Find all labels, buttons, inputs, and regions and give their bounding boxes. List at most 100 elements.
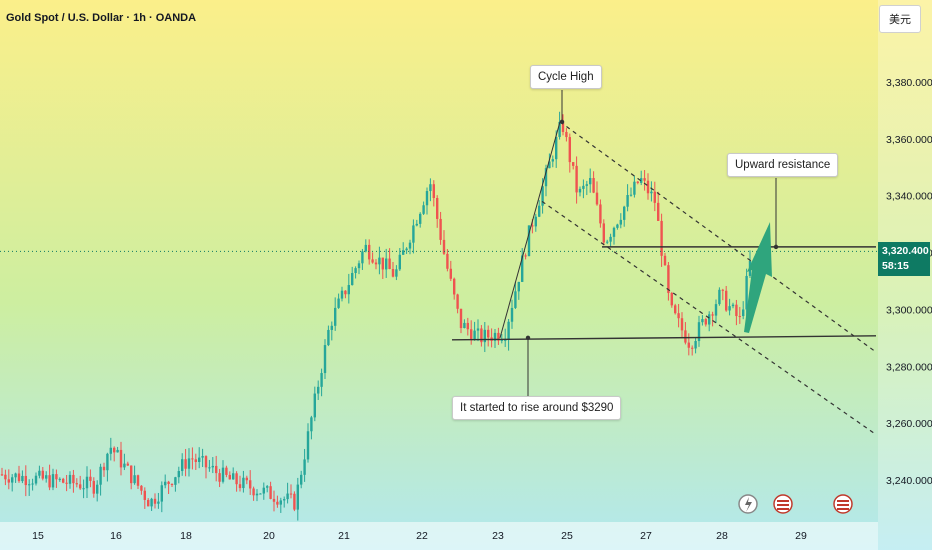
candle-body bbox=[738, 316, 741, 318]
flag-stripe bbox=[837, 504, 849, 506]
candle-body bbox=[55, 474, 58, 480]
y-tick-label: 3,280.000 bbox=[886, 361, 932, 373]
candle-body bbox=[17, 473, 21, 482]
candle-body bbox=[184, 459, 187, 469]
candle-body bbox=[629, 194, 633, 196]
candle-body bbox=[442, 239, 446, 254]
x-tick-label: 23 bbox=[492, 530, 504, 542]
candle-body bbox=[262, 487, 265, 494]
candle-body bbox=[657, 202, 660, 221]
candle-body bbox=[283, 499, 286, 501]
candle-body bbox=[201, 456, 204, 458]
candle-body bbox=[691, 347, 694, 349]
candle-body bbox=[483, 329, 486, 343]
candle-body bbox=[24, 475, 27, 486]
candle-body bbox=[687, 342, 690, 348]
candle-body bbox=[606, 241, 609, 243]
candle-body bbox=[245, 477, 248, 481]
x-axis: 15 16 18 20 21 22 23 25 27 28 29 bbox=[32, 530, 807, 542]
candle-body bbox=[167, 481, 170, 484]
candle-body bbox=[429, 184, 432, 192]
candle-body bbox=[527, 225, 531, 257]
candle-body bbox=[170, 483, 174, 485]
candle-body bbox=[378, 257, 381, 265]
flag-stripe bbox=[777, 500, 789, 502]
candle-body bbox=[432, 184, 435, 199]
candle-body bbox=[102, 466, 106, 471]
x-tick-label: 22 bbox=[416, 530, 428, 542]
x-tick-label: 18 bbox=[180, 530, 192, 542]
candle-body bbox=[293, 493, 296, 510]
candles-group bbox=[0, 111, 752, 521]
candle-body bbox=[415, 223, 418, 226]
candle-body bbox=[595, 192, 599, 205]
candle-body bbox=[198, 457, 201, 462]
candle-body bbox=[721, 289, 724, 291]
candle-body bbox=[4, 474, 7, 480]
candle-body bbox=[745, 275, 748, 310]
candle-body bbox=[619, 219, 622, 225]
candle-body bbox=[96, 484, 99, 494]
flag-stripe bbox=[777, 504, 789, 506]
flag-stripe bbox=[837, 508, 849, 510]
candle-body bbox=[62, 478, 65, 483]
flag-stripe bbox=[837, 500, 849, 502]
overlays-group bbox=[0, 90, 878, 514]
candle-body bbox=[109, 447, 112, 454]
candle-body bbox=[269, 486, 272, 499]
candle-body bbox=[565, 131, 568, 138]
candle-body bbox=[697, 322, 701, 342]
candle-body bbox=[228, 474, 231, 480]
candle-body bbox=[106, 453, 109, 471]
candle-body bbox=[677, 313, 680, 319]
candle-body bbox=[323, 345, 327, 374]
candle-body bbox=[65, 482, 68, 484]
candle-body bbox=[238, 484, 242, 489]
candle-body bbox=[436, 198, 439, 219]
candle-body bbox=[34, 475, 38, 484]
candle-body bbox=[82, 488, 85, 490]
candle-body bbox=[388, 258, 391, 270]
candle-body bbox=[480, 328, 483, 343]
y-tick-label: 3,260.000 bbox=[886, 418, 932, 430]
candle-body bbox=[330, 325, 333, 330]
candle-body bbox=[497, 332, 500, 341]
candle-body bbox=[408, 242, 412, 249]
candle-body bbox=[439, 218, 442, 240]
candle-body bbox=[320, 373, 323, 387]
candle-body bbox=[48, 475, 51, 488]
lightning-glyph bbox=[745, 497, 752, 512]
candle-body bbox=[473, 330, 476, 340]
projection-arrow bbox=[744, 222, 772, 333]
candle-body bbox=[470, 329, 473, 340]
candle-body bbox=[578, 188, 582, 193]
candle-body bbox=[623, 206, 626, 220]
candle-body bbox=[412, 225, 415, 243]
candle-body bbox=[667, 265, 670, 294]
candle-body bbox=[538, 205, 541, 217]
candle-body bbox=[725, 290, 728, 311]
candle-body bbox=[327, 329, 330, 346]
candle-body bbox=[92, 480, 95, 494]
candle-body bbox=[194, 459, 197, 462]
upward-resistance-callout: Upward resistance bbox=[727, 153, 839, 177]
candle-body bbox=[354, 268, 357, 274]
candle-body bbox=[646, 180, 650, 194]
currency-button[interactable]: 美元 bbox=[879, 5, 921, 33]
candle-body bbox=[334, 307, 337, 326]
candle-body bbox=[133, 475, 136, 484]
candle-body bbox=[544, 168, 548, 187]
candle-body bbox=[510, 307, 514, 322]
candle-body bbox=[602, 223, 605, 243]
candle-body bbox=[425, 191, 429, 206]
y-tick-label: 3,240.000 bbox=[886, 475, 932, 487]
candle-body bbox=[181, 459, 184, 472]
candle-body bbox=[41, 470, 44, 479]
candle-body bbox=[313, 393, 316, 418]
candle-body bbox=[187, 458, 191, 469]
candle-body bbox=[259, 493, 262, 495]
candle-body bbox=[89, 476, 92, 481]
candle-body bbox=[636, 181, 639, 183]
